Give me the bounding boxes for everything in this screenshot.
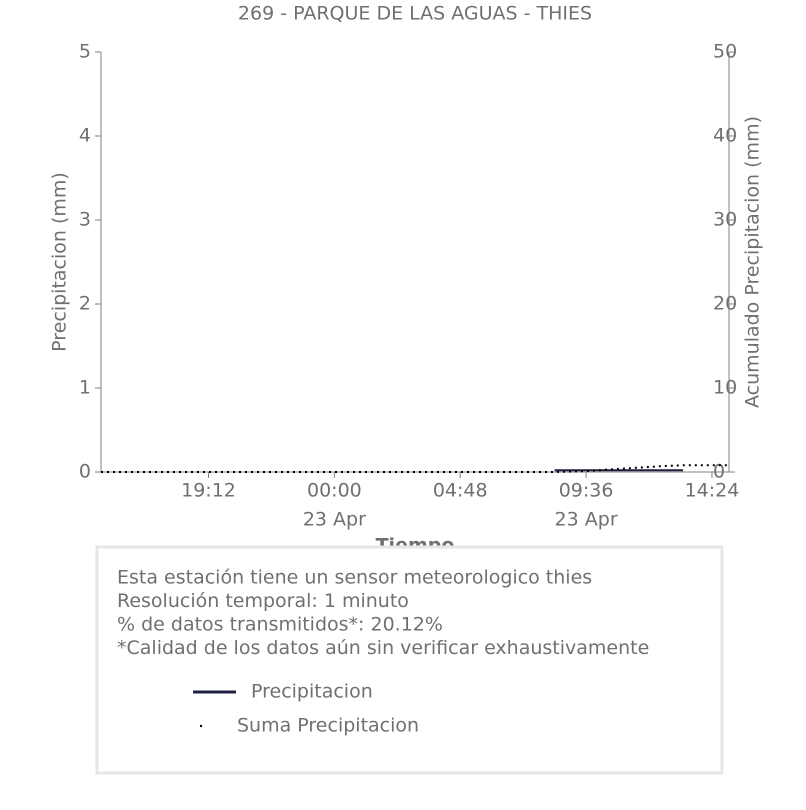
y2-tick-label: 40	[713, 125, 737, 147]
y2-tick-label: 20	[713, 293, 737, 315]
info-text: Resolución temporal: 1 minuto	[117, 590, 409, 612]
y-tick-label: 3	[79, 209, 91, 231]
y2-tick-label: 30	[713, 209, 737, 231]
y2-tick-label: 10	[713, 377, 737, 399]
y2-tick-label: 0	[713, 461, 725, 483]
info-text: % de datos transmitidos*: 20.12%	[117, 614, 443, 636]
y-tick-label: 2	[79, 293, 91, 315]
x-tick-sublabel: 23 Apr	[555, 509, 618, 531]
y-tick-label: 0	[79, 461, 91, 483]
x-tick-label: 14:24	[685, 480, 740, 502]
x-tick-label: 09:36	[559, 480, 614, 502]
chart-title: 269 - PARQUE DE LAS AGUAS - THIES	[238, 3, 592, 25]
x-tick-sublabel: 23 Apr	[303, 509, 366, 531]
info-text: *Calidad de los datos aún sin verificar …	[117, 637, 649, 659]
legend-label: Precipitacion	[251, 681, 373, 703]
x-tick-label: 00:00	[307, 480, 362, 502]
y2-axis-label: Acumulado Precipitacion (mm)	[742, 116, 764, 408]
y-tick-label: 5	[79, 41, 91, 63]
y-axis-label: Precipitacion (mm)	[49, 172, 71, 352]
legend-label: Suma Precipitacion	[237, 715, 419, 737]
y-tick-label: 1	[79, 377, 91, 399]
y2-tick-label: 50	[713, 41, 737, 63]
y-tick-label: 4	[79, 125, 91, 147]
x-tick-label: 04:48	[433, 480, 488, 502]
series-line	[101, 464, 728, 473]
x-tick-label: 19:12	[181, 480, 236, 502]
legend-box	[95, 545, 724, 775]
info-text: Esta estación tiene un sensor meteorolog…	[117, 567, 592, 589]
legend-swatch	[199, 724, 203, 728]
